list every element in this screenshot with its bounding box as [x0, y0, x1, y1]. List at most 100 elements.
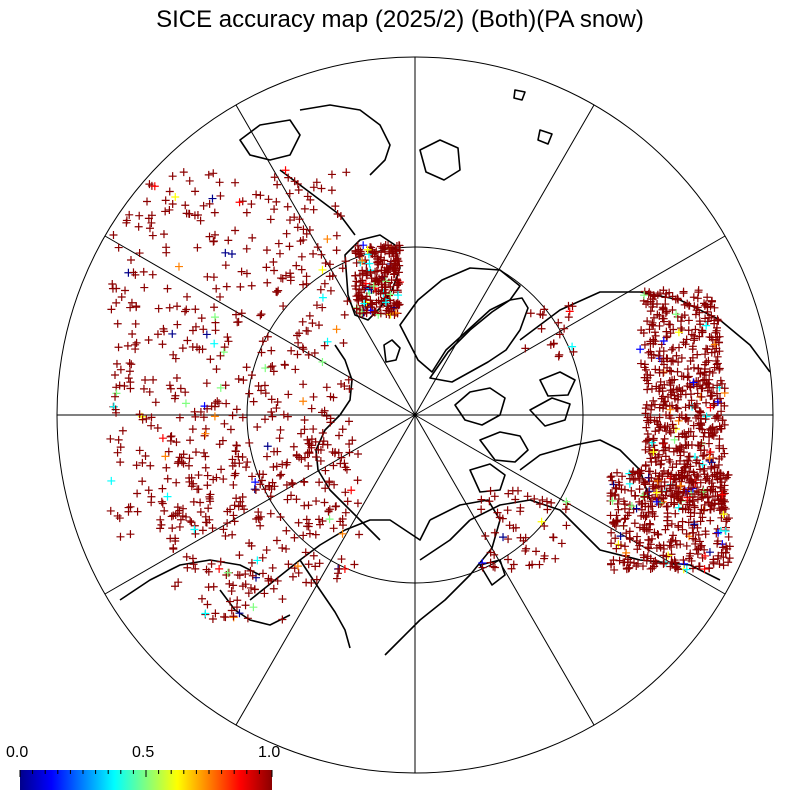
plus-marker-icon — [115, 381, 124, 390]
plus-marker-icon — [230, 517, 239, 526]
plus-marker-icon — [655, 347, 664, 356]
plus-marker-icon — [126, 530, 135, 539]
plus-marker-icon — [683, 460, 692, 469]
plus-marker-icon — [356, 278, 365, 287]
plus-marker-icon — [360, 285, 369, 294]
plus-marker-icon — [206, 497, 215, 506]
plus-marker-icon — [666, 320, 675, 329]
plus-marker-icon — [666, 414, 675, 423]
plus-marker-icon — [234, 375, 243, 384]
plus-marker-icon — [148, 270, 157, 279]
plus-marker-icon — [284, 173, 293, 182]
plus-marker-icon — [720, 485, 729, 494]
plus-marker-icon — [311, 437, 320, 446]
plus-marker-icon — [294, 518, 303, 527]
plus-marker-icon — [718, 379, 727, 388]
plus-marker-icon — [224, 337, 233, 346]
plus-marker-icon — [164, 447, 173, 456]
plus-marker-icon — [692, 545, 701, 554]
plus-marker-icon — [526, 309, 535, 318]
plus-marker-icon — [173, 320, 182, 329]
plus-marker-icon — [630, 474, 639, 483]
plus-marker-icon — [180, 307, 189, 316]
plus-marker-icon — [644, 418, 653, 427]
plus-marker-icon — [620, 542, 629, 551]
plus-marker-icon — [700, 360, 709, 369]
plus-marker-icon — [132, 302, 141, 311]
plus-marker-icon — [312, 301, 321, 310]
plus-marker-icon — [321, 484, 330, 493]
plus-marker-icon — [651, 469, 660, 478]
plus-marker-icon — [689, 497, 698, 506]
plus-marker-icon — [670, 435, 679, 444]
plus-marker-icon — [268, 362, 277, 371]
plus-marker-icon — [268, 478, 277, 487]
plus-marker-icon — [671, 536, 680, 545]
plus-marker-icon — [305, 529, 314, 538]
plus-marker-icon — [555, 350, 564, 359]
plus-marker-icon — [358, 269, 367, 278]
plus-marker-icon — [292, 261, 301, 270]
plus-marker-icon — [300, 415, 309, 424]
plus-marker-icon — [301, 453, 310, 462]
plus-marker-icon — [240, 505, 249, 514]
plus-marker-icon — [701, 475, 710, 484]
plus-marker-icon — [716, 482, 725, 491]
plus-marker-icon — [338, 529, 347, 538]
plus-marker-icon — [713, 315, 722, 324]
plus-marker-icon — [338, 264, 347, 273]
plus-marker-icon — [246, 583, 255, 592]
plus-marker-icon — [205, 492, 214, 501]
plus-marker-icon — [232, 603, 241, 612]
plus-marker-icon — [635, 467, 644, 476]
plus-marker-icon — [250, 485, 259, 494]
plus-marker-icon — [168, 172, 177, 181]
plus-marker-icon — [626, 558, 635, 567]
plus-marker-icon — [161, 196, 170, 205]
plus-marker-icon — [260, 415, 269, 424]
plus-marker-icon — [153, 423, 162, 432]
plus-marker-icon — [721, 548, 730, 557]
plus-marker-icon — [300, 204, 309, 213]
plus-marker-icon — [690, 363, 699, 372]
plus-marker-icon — [249, 397, 258, 406]
plus-marker-icon — [384, 307, 393, 316]
plus-marker-icon — [678, 386, 687, 395]
plus-marker-icon — [221, 261, 230, 270]
plus-marker-icon — [642, 376, 651, 385]
plus-marker-icon — [335, 564, 344, 573]
plus-marker-icon — [713, 468, 722, 477]
plus-marker-icon — [682, 335, 691, 344]
plus-marker-icon — [352, 277, 361, 286]
plus-marker-icon — [672, 460, 681, 469]
plus-marker-icon — [690, 503, 699, 512]
plus-marker-icon — [336, 212, 345, 221]
plus-marker-icon — [115, 514, 124, 523]
plus-marker-icon — [178, 344, 187, 353]
plus-marker-icon — [684, 518, 693, 527]
plus-marker-icon — [133, 489, 142, 498]
plus-marker-icon — [293, 179, 302, 188]
plus-marker-icon — [351, 247, 360, 256]
plus-marker-icon — [658, 314, 667, 323]
plus-marker-icon — [106, 434, 115, 443]
plus-marker-icon — [260, 589, 269, 598]
plus-marker-icon — [696, 419, 705, 428]
plus-marker-icon — [230, 471, 239, 480]
plus-marker-icon — [144, 214, 153, 223]
plus-marker-icon — [619, 558, 628, 567]
plus-marker-icon — [607, 528, 616, 537]
plus-marker-icon — [140, 283, 149, 292]
plus-marker-icon — [714, 528, 723, 537]
plus-marker-icon — [132, 461, 141, 470]
plus-marker-icon — [674, 416, 683, 425]
plus-marker-icon — [642, 523, 651, 532]
colorbar — [19, 770, 273, 790]
plus-marker-icon — [680, 311, 689, 320]
plus-marker-icon — [141, 375, 150, 384]
plus-marker-icon — [535, 560, 544, 569]
plus-marker-icon — [262, 452, 271, 461]
plus-marker-icon — [705, 548, 714, 557]
plus-marker-icon — [337, 379, 346, 388]
plus-marker-icon — [255, 470, 264, 479]
